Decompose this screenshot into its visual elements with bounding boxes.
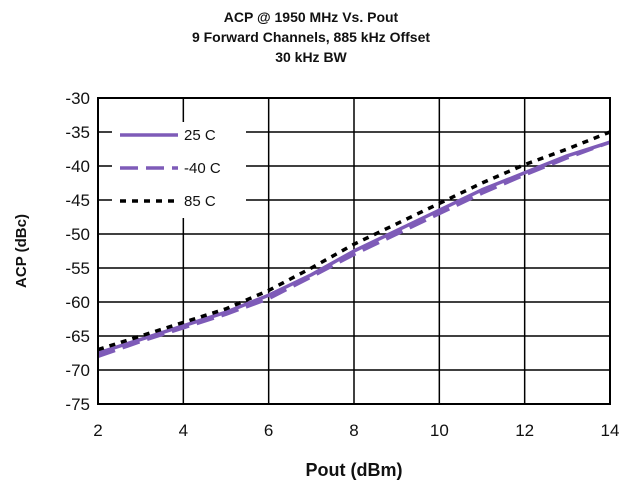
legend: 25 C -40 C 85 C [112, 122, 246, 218]
x-tick-label: 8 [349, 421, 358, 440]
legend-label: 25 C [184, 127, 216, 144]
y-axis-label: ACP (dBc) [13, 214, 30, 288]
x-tick-label: 12 [515, 421, 534, 440]
y-tick-label: -45 [65, 191, 90, 210]
y-tick-label: -75 [65, 395, 90, 414]
chart-title-line-2: 9 Forward Channels, 885 kHz Offset [192, 29, 430, 45]
y-tick-label: -40 [65, 157, 90, 176]
y-tick-label: -55 [65, 259, 90, 278]
series-line [97, 130, 611, 352]
series-line [97, 140, 611, 355]
x-tick-label: 14 [601, 421, 620, 440]
x-tick-label: 6 [264, 421, 273, 440]
x-axis-label: Pout (dBm) [306, 460, 403, 480]
y-tick-label: -50 [65, 225, 90, 244]
series-line [97, 140, 611, 359]
chart-title-line-3: 30 kHz BW [275, 49, 347, 65]
y-tick-label: -65 [65, 327, 90, 346]
x-tick-label: 10 [430, 421, 449, 440]
y-tick-label: -30 [65, 89, 90, 108]
series-layer [97, 130, 611, 359]
y-tick-label: -70 [65, 361, 90, 380]
x-tick-label: 2 [93, 421, 102, 440]
y-tick-label: -60 [65, 293, 90, 312]
plot-frame [97, 97, 611, 405]
tick-labels: -30 -35 -40 -45 -50 -55 -60 -65 -70 -752 4 6 8 10 12 14 [65, 89, 619, 440]
y-tick-label: -35 [65, 123, 90, 142]
x-tick-label: 4 [179, 421, 188, 440]
chart-title-line-1: ACP @ 1950 MHz Vs. Pout [224, 9, 399, 25]
legend-label: -40 C [184, 160, 221, 177]
legend-label: 85 C [184, 193, 216, 210]
